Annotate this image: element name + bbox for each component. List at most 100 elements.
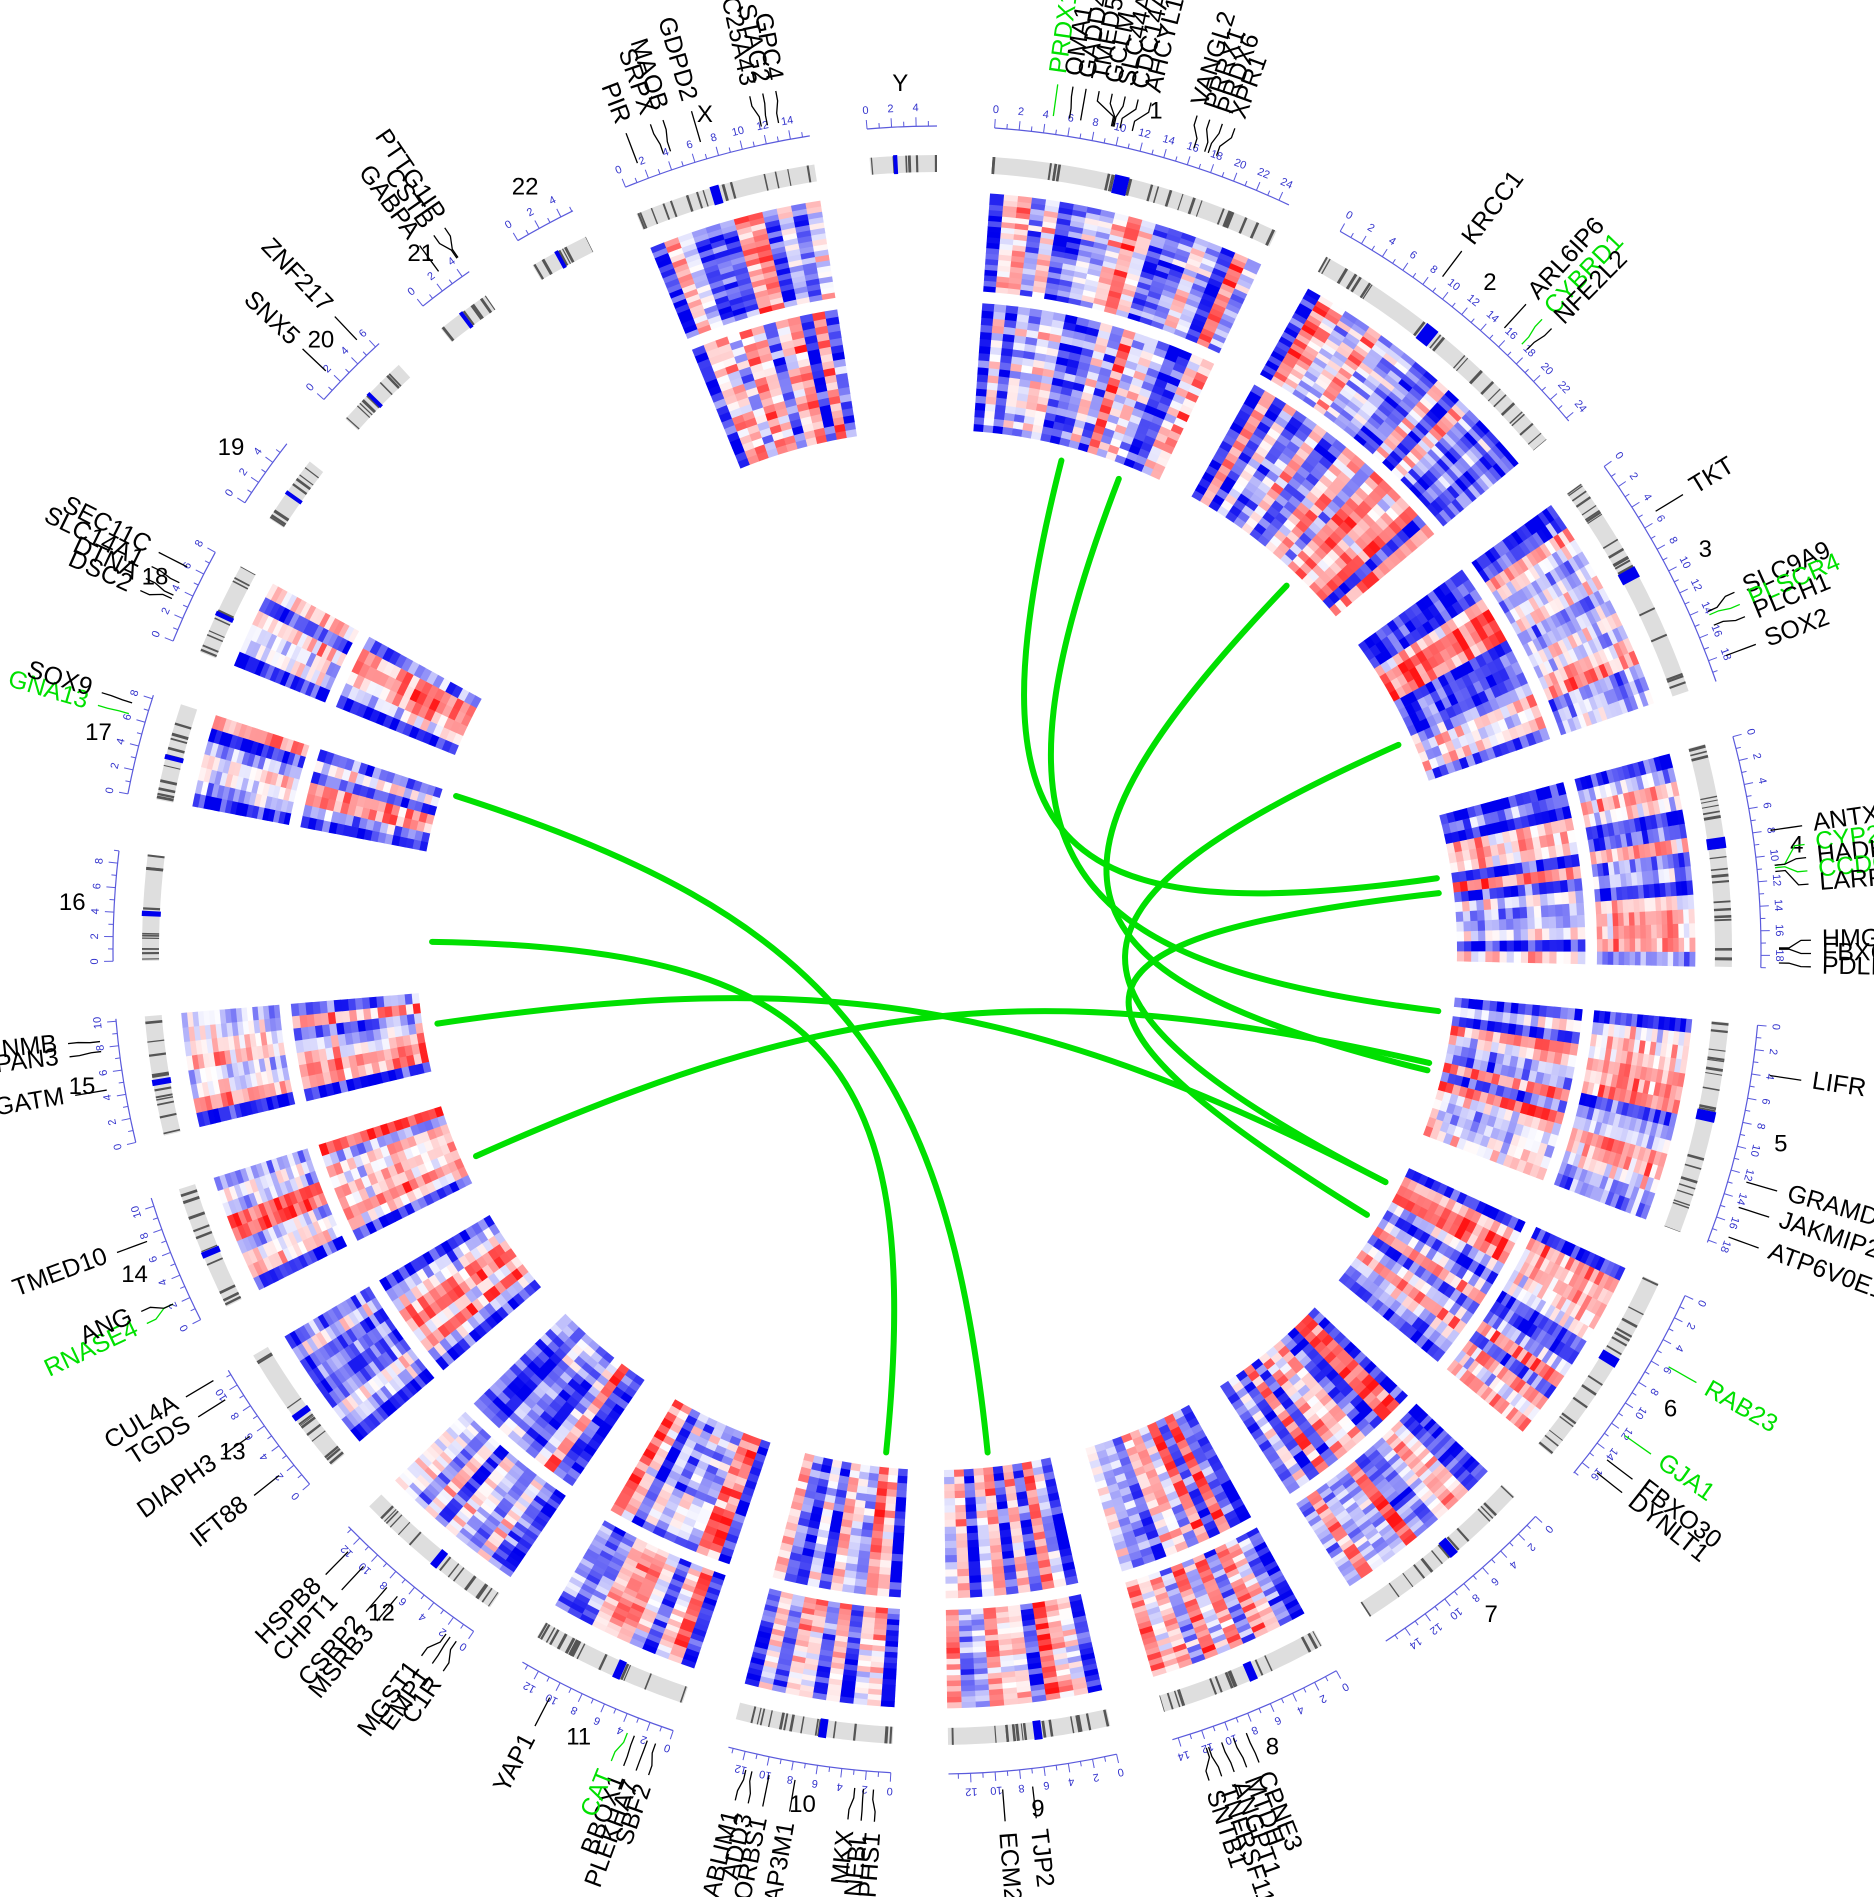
- heatmap-cell: [1019, 289, 1034, 297]
- heatmap-cell: [1456, 941, 1465, 952]
- heatmap-cell: [1126, 272, 1141, 282]
- heatmap-cell: [976, 1510, 988, 1519]
- heatmap-cell: [983, 274, 998, 282]
- heatmap-cell: [960, 1685, 976, 1692]
- heatmap-cell: [976, 374, 989, 383]
- heatmap-cell: [984, 1488, 996, 1497]
- heatmap-cell: [1133, 246, 1149, 256]
- heatmap-cell: [988, 209, 1004, 217]
- heatmap-cell: [1108, 289, 1123, 300]
- heatmap-cell: [965, 1504, 977, 1513]
- heatmap-cell: [1058, 393, 1072, 404]
- heatmap-cell: [983, 280, 997, 288]
- heatmap-cell: [1086, 370, 1100, 382]
- heatmap-cell: [1194, 371, 1209, 384]
- heatmap-cell: [1015, 399, 1028, 409]
- heatmap-cell: [1164, 382, 1179, 394]
- heatmap-cell: [1200, 327, 1215, 339]
- heatmap-cell: [1456, 921, 1465, 932]
- heatmap-cell: [1129, 307, 1143, 317]
- heatmap-cell: [1011, 356, 1024, 366]
- heatmap-cell: [1091, 394, 1104, 405]
- heatmap-cell: [1123, 282, 1138, 293]
- heatmap-cell: [1504, 897, 1513, 909]
- heatmap-cell: [1109, 228, 1126, 238]
- heatmap-cell: [1177, 242, 1193, 254]
- heatmap-cell: [1158, 425, 1172, 437]
- heatmap-cell: [1182, 267, 1198, 279]
- heatmap-cell: [986, 242, 1001, 250]
- heatmap-cell: [1033, 417, 1045, 427]
- heatmap-cell: [1478, 951, 1486, 963]
- heatmap-cell: [1211, 267, 1228, 279]
- heatmap-cell: [1179, 278, 1194, 289]
- heatmap-cell: [1055, 407, 1068, 417]
- heatmap-cell: [1656, 924, 1663, 939]
- heatmap-cell: [960, 1679, 975, 1687]
- heatmap-cell: [1482, 1000, 1491, 1012]
- heatmap-cell: [1115, 309, 1130, 319]
- heatmap-cell: [1086, 206, 1102, 216]
- heatmap-cell: [955, 1519, 967, 1527]
- heatmap-cell: [1044, 354, 1058, 364]
- heatmap-cell: [1574, 1008, 1583, 1022]
- heatmap-cell: [1068, 439, 1081, 450]
- heatmap-cell: [1089, 257, 1104, 267]
- heatmap-cell: [1570, 951, 1579, 965]
- heatmap-cell: [960, 1696, 976, 1703]
- heatmap-cell: [965, 1518, 978, 1527]
- heatmap-cell: [1607, 951, 1614, 965]
- heatmap-cell: [1027, 229, 1042, 238]
- heatmap-cell: [1520, 917, 1529, 930]
- heatmap-cell: [1553, 892, 1563, 906]
- heatmap-cell: [1144, 300, 1159, 311]
- heatmap-cell: [1460, 998, 1470, 1009]
- heatmap-cell: [1011, 255, 1025, 263]
- heatmap-cell: [1127, 216, 1143, 226]
- heatmap-cell: [1547, 904, 1557, 918]
- heatmap-cell: [1460, 890, 1470, 902]
- heatmap-cell: [1133, 291, 1148, 302]
- heatmap-cell: [977, 359, 990, 369]
- heatmap-cell: [1010, 260, 1025, 269]
- heatmap-cell: [1667, 924, 1674, 939]
- heatmap-cell: [1146, 249, 1162, 260]
- heatmap-cell: [1506, 951, 1515, 963]
- heatmap-cell: [1113, 268, 1128, 279]
- heatmap-cell: [1461, 900, 1471, 912]
- heatmap-cell: [1152, 274, 1168, 285]
- heatmap-cell: [1095, 286, 1110, 296]
- heatmap-cell: [973, 416, 985, 425]
- heatmap-cell: [978, 1538, 991, 1548]
- heatmap-cell: [987, 226, 1002, 233]
- heatmap-cell: [1073, 418, 1086, 429]
- heatmap-cell: [953, 1476, 965, 1485]
- heatmap-cell: [1045, 199, 1061, 208]
- heatmap-cell: [1080, 347, 1095, 358]
- heatmap-cell: [1542, 951, 1550, 964]
- heatmap-cell: [1678, 923, 1685, 939]
- heatmap-cell: [1677, 909, 1685, 925]
- heatmap-cell: [987, 374, 1000, 384]
- heatmap-cell: [1683, 923, 1690, 939]
- heatmap-cell: [1030, 431, 1043, 441]
- heatmap-cell: [989, 193, 1005, 201]
- heatmap-cell: [1678, 951, 1685, 967]
- heatmap-cell: [1180, 373, 1195, 386]
- heatmap-cell: [1601, 913, 1608, 927]
- heatmap-cell: [1170, 368, 1184, 381]
- heatmap-cell: [1090, 252, 1106, 261]
- heatmap-cell: [1683, 909, 1690, 925]
- heatmap-cell: [1156, 371, 1171, 383]
- heatmap-cell: [1205, 317, 1220, 329]
- heatmap-cell: [987, 220, 1003, 228]
- heatmap-cell: [1094, 236, 1110, 246]
- heatmap-cell: [1499, 951, 1508, 963]
- link-4-6: [1125, 890, 1442, 1218]
- heatmap-cell: [1159, 395, 1173, 407]
- heatmap-cell: [956, 1568, 970, 1577]
- heatmap-cell: [1114, 263, 1130, 273]
- heatmap-cell: [1554, 904, 1564, 917]
- link-6-15: [434, 995, 1389, 1186]
- heatmap-cell: [1091, 431, 1104, 442]
